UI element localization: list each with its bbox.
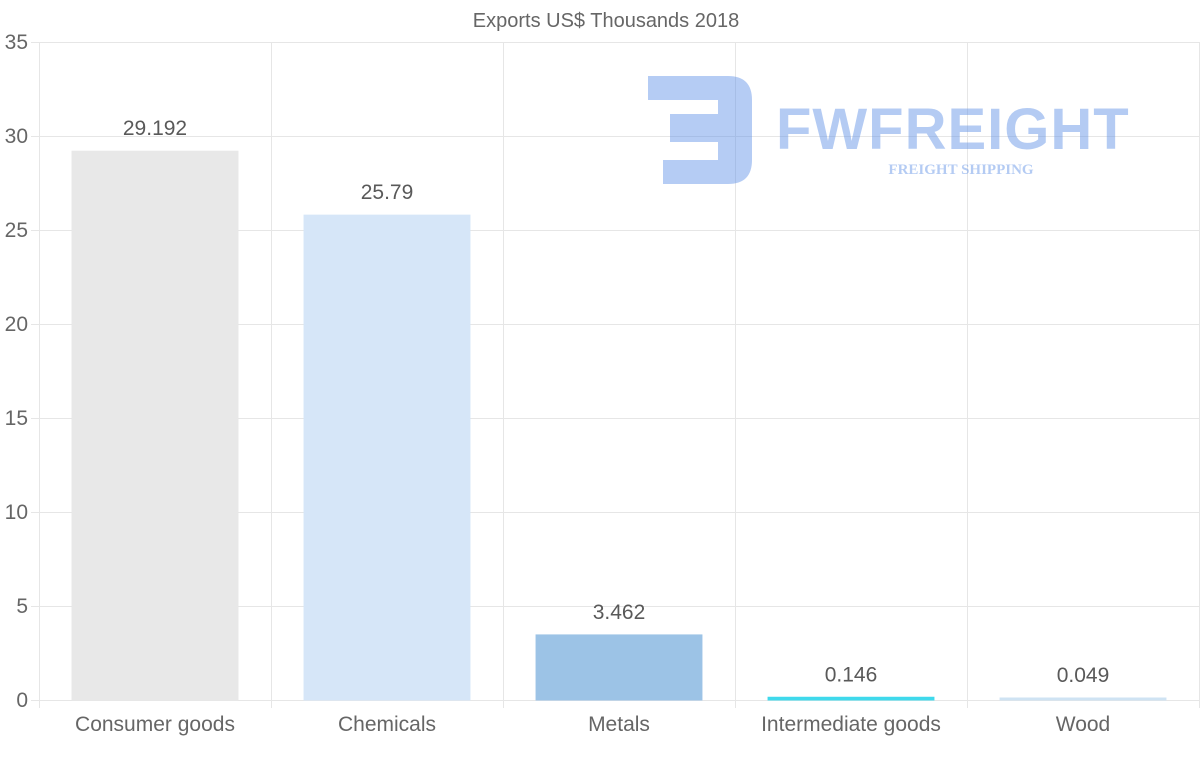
bar-value-label: 29.192 <box>123 117 187 140</box>
y-tick-label: 30 <box>5 125 28 148</box>
y-tick-label: 5 <box>16 595 28 618</box>
y-tick-label: 15 <box>5 407 28 430</box>
watermark-brand: FWFREIGHT <box>776 97 1130 162</box>
x-tick-label: Intermediate goods <box>761 713 941 736</box>
bar-value-label: 0.146 <box>825 663 878 686</box>
x-tick-label: Consumer goods <box>75 713 235 736</box>
bars <box>71 150 1167 701</box>
y-tick-label: 10 <box>5 501 28 524</box>
y-tick-label: 0 <box>16 689 28 712</box>
bar-value-label: 0.049 <box>1057 664 1110 687</box>
x-axis-tick-labels: Consumer goods Chemicals Metals Intermediat… <box>75 713 1110 736</box>
x-tick-label: Metals <box>588 713 650 736</box>
y-tick-label: 20 <box>5 313 28 336</box>
bar-metals[interactable] <box>535 634 703 701</box>
value-labels: 29.192 25.79 3.462 0.146 0.049 <box>123 117 1109 687</box>
x-tick-label: Chemicals <box>338 713 436 736</box>
watermark-tagline: FREIGHT SHIPPING <box>888 162 1033 178</box>
bar-consumer-goods[interactable] <box>71 150 239 701</box>
bar-intermediate-goods[interactable] <box>767 696 935 701</box>
bar-value-label: 25.79 <box>361 181 414 204</box>
bar-wood[interactable] <box>999 697 1167 701</box>
bar-value-label: 3.462 <box>593 601 646 624</box>
chart-title: Exports US$ Thousands 2018 <box>473 10 739 32</box>
bar-chemicals[interactable] <box>303 214 471 701</box>
y-tick-label: 25 <box>5 219 28 242</box>
y-tick-label: 35 <box>5 31 28 54</box>
y-axis-tick-labels: 0 5 10 15 20 25 30 35 <box>5 31 28 712</box>
x-tick-label: Wood <box>1056 713 1110 736</box>
watermark-logo-icon <box>648 76 752 184</box>
watermark: FWFREIGHT FREIGHT SHIPPING <box>648 76 1130 184</box>
